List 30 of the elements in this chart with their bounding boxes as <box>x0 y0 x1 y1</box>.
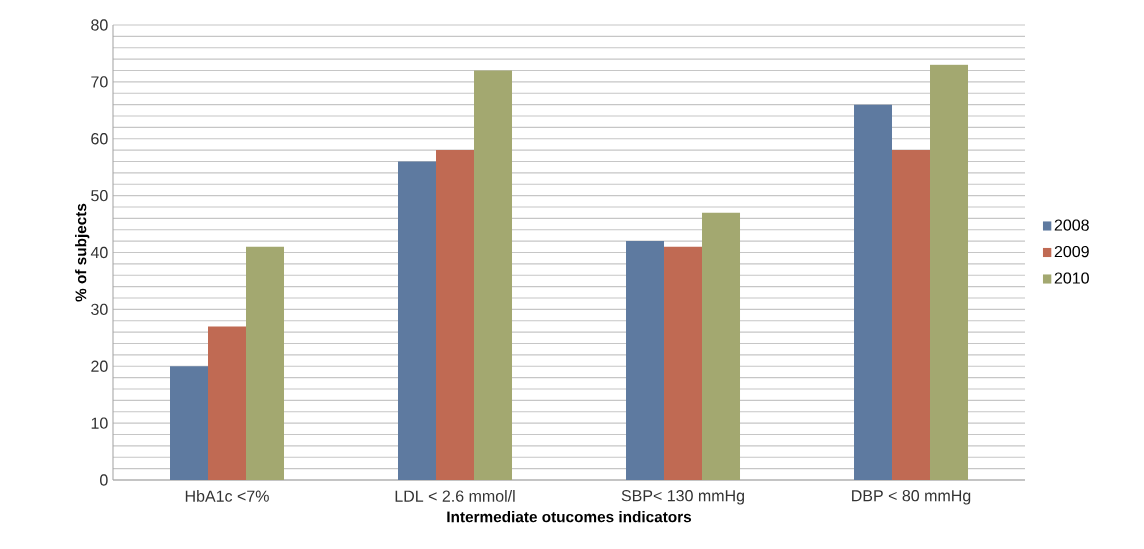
y-tick-label: 10 <box>91 417 108 429</box>
x-tick-label: HbA1c <7% <box>185 490 269 502</box>
y-tick-label: 20 <box>91 360 108 372</box>
bar <box>626 241 665 480</box>
bar <box>930 64 969 480</box>
x-tick-label: LDL < 2.6 mmol/l <box>395 490 515 502</box>
y-tick-label: 0 <box>100 474 108 486</box>
bar <box>664 246 703 480</box>
bar <box>854 104 893 480</box>
x-tick-label: SBP< 130 mmHg <box>621 490 744 505</box>
y-tick-label: 30 <box>91 303 108 316</box>
y-tick-label: 70 <box>91 76 108 88</box>
legend-label: 2009 <box>1054 245 1089 258</box>
bar <box>702 212 741 480</box>
x-tick-label: DBP < 80 mmHg <box>852 490 971 505</box>
x-axis-title: Intermediate otucomes indicators <box>447 511 692 523</box>
y-tick-label: 40 <box>90 246 108 259</box>
bar <box>208 326 246 480</box>
y-axis-title: % of subjects <box>75 203 90 302</box>
bar <box>398 161 437 480</box>
bar <box>436 150 475 480</box>
y-tick-label: 80 <box>91 19 108 31</box>
y-tick-label: 60 <box>91 133 108 145</box>
bar <box>892 150 931 480</box>
bar <box>170 366 208 480</box>
y-tick-label: 50 <box>91 189 108 202</box>
legend-label: 2008 <box>1054 219 1089 231</box>
legend-label: 2010 <box>1054 272 1089 284</box>
bar <box>474 70 513 480</box>
bar <box>246 246 285 480</box>
